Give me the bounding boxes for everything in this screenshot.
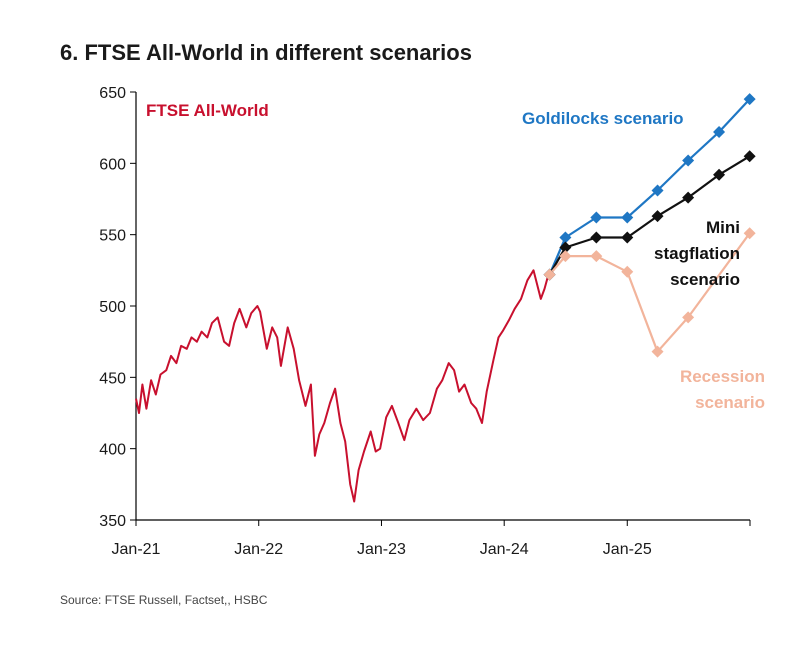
y-tick-label: 500 (99, 299, 126, 316)
recession-scenario-point (559, 250, 572, 263)
mini-stagflation-scenario-point (682, 191, 695, 204)
mini-stagflation-scenario-point (590, 231, 603, 244)
series-lines (135, 98, 751, 503)
goldilocks-scenario-point (682, 154, 695, 167)
goldilocks-scenario-point (590, 211, 603, 224)
mini-stagflation-scenario-line (548, 155, 751, 276)
recession-scenario-label: Recession (680, 367, 765, 386)
goldilocks-scenario-point (713, 125, 726, 138)
mini-stagflation-scenario-label: stagflation (654, 244, 740, 263)
recession-scenario-point (543, 268, 556, 281)
mini-stagflation-scenario-point (743, 150, 756, 163)
mini-stagflation-scenario-point (651, 210, 664, 223)
mini-stagflation-scenario-label: Mini (706, 218, 740, 237)
goldilocks-scenario-point (743, 93, 756, 106)
x-tick-label: Jan-22 (234, 541, 283, 558)
goldilocks-scenario-point (651, 184, 664, 197)
recession-scenario-label: scenario (695, 393, 765, 412)
x-tick-label: Jan-23 (357, 541, 406, 558)
x-tick-label: Jan-25 (603, 541, 652, 558)
recession-scenario-point (590, 250, 603, 263)
y-tick-label: 550 (99, 228, 126, 245)
mini-stagflation-scenario-point (713, 168, 726, 181)
mini-stagflation-scenario-point (621, 231, 634, 244)
ftse-all-world-line (135, 269, 551, 503)
y-tick-label: 350 (99, 513, 126, 530)
x-tick-label: Jan-24 (480, 541, 529, 558)
y-tick-label: 650 (99, 85, 126, 102)
y-tick-label: 600 (99, 156, 126, 173)
goldilocks-scenario-point (621, 211, 634, 224)
recession-scenario-point (651, 345, 664, 358)
goldilocks-scenario-point (559, 231, 572, 244)
goldilocks-scenario-label: Goldilocks scenario (522, 109, 684, 128)
mini-stagflation-scenario-point (559, 241, 572, 254)
y-tick-label: 400 (99, 442, 126, 459)
series-markers (543, 93, 756, 358)
chart-source: Source: FTSE Russell, Factset,, HSBC (60, 593, 268, 607)
recession-scenario-point (621, 265, 634, 278)
goldilocks-scenario-line (548, 98, 751, 276)
ftse-all-world-label: FTSE All-World (146, 101, 269, 120)
recession-scenario-point (743, 227, 756, 240)
chart-title: 6. FTSE All-World in different scenarios (60, 40, 472, 65)
series-labels: FTSE All-World Goldilocks scenario Mini sta… (146, 101, 765, 412)
x-tick-label: Jan-21 (112, 541, 161, 558)
y-tick-label: 450 (99, 370, 126, 387)
recession-scenario-point (682, 311, 695, 324)
axes: 350 400 450 500 550 600 650 Jan-21 Jan-22 Jan-23 J… (99, 85, 751, 558)
mini-stagflation-scenario-label: scenario (670, 270, 740, 289)
